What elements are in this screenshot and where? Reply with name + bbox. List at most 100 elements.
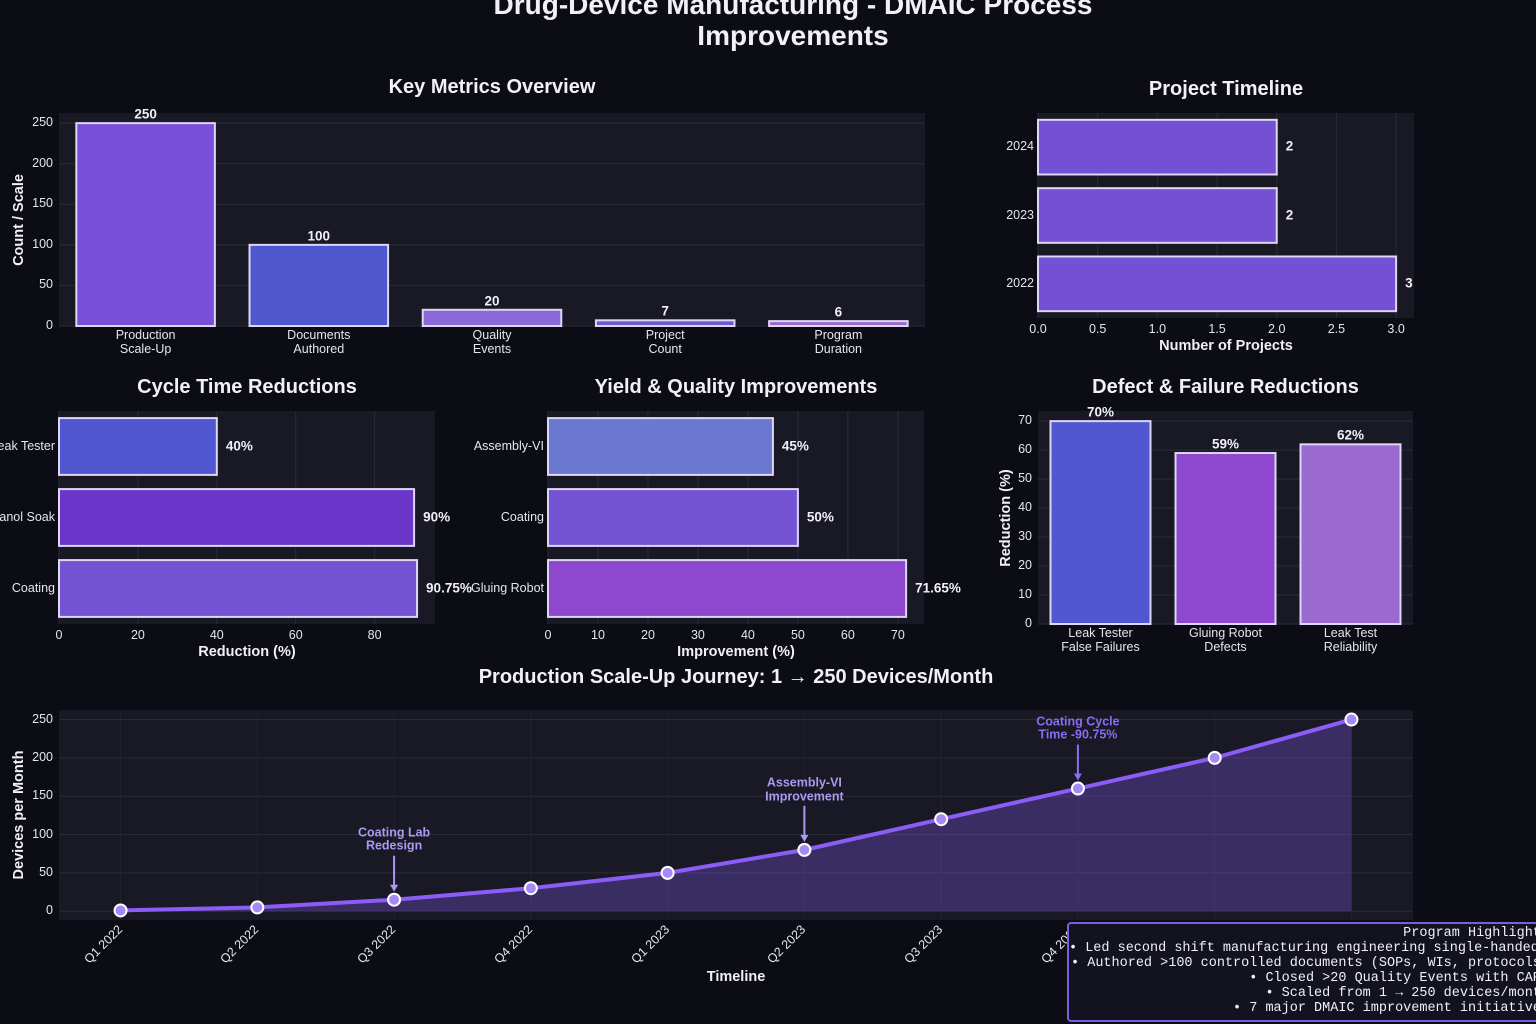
x-tick-label: Gluing Robot Defects [1189,626,1262,654]
highlight-line: • Closed >20 Quality Events with CAPA [1249,971,1536,986]
y-tick-label: 0 [46,903,53,918]
y-tick-label: 200 [32,750,53,764]
x-tick-label: 10 [591,628,605,643]
highlights-title: Program Highlights [1403,926,1536,941]
point [113,903,128,918]
value-label: 50% [806,509,834,525]
x-tick-label: 0 [55,628,63,643]
x-tick-label: 0.5 [1088,322,1107,337]
annotation: Coating Lab Redesign [357,824,431,853]
x-tick-label: 3.0 [1387,322,1405,337]
highlight-line: • Authored >100 controlled documents (SO… [1071,956,1536,971]
x-tick-label: 2.0 [1268,322,1286,337]
x-tick-label: 40 [209,628,224,643]
annotation-arrowhead [800,834,809,842]
chart-title: Cycle Time Reductions [137,376,357,398]
x-tick-label: 80 [367,628,382,643]
y-tick-label: 0 [1025,616,1032,631]
y-tick-label: 100 [32,236,53,251]
bar [248,243,390,328]
annotation: Coating Cycle Time -90.75% [1036,713,1120,742]
y-tick-label: Coating [500,509,544,524]
x-tick-label: 40 [740,628,755,643]
x-tick-label: 1.5 [1208,322,1226,337]
bar [75,122,216,328]
value-label: 59% [1211,436,1240,452]
bar [547,559,908,618]
x-axis-label: Reduction (%) [198,644,296,661]
x-tick-label: 20 [641,628,655,643]
y-tick-label: 250 [32,711,53,726]
y-tick-label: 70 [1018,413,1032,428]
x-axis-label: Improvement (%) [677,644,795,661]
value-label: 62% [1336,427,1365,443]
y-tick-label: 250 [32,115,53,130]
x-tick-label: Documents Authored [287,328,351,356]
highlights-box: Program Highlights • Led second shift ma… [1067,922,1536,1022]
line [120,717,1352,913]
chart-title: Key Metrics Overview [388,76,596,98]
bar [594,319,736,328]
point [387,892,402,907]
point [1070,781,1085,796]
x-axis-label: Number of Projects [1159,338,1293,355]
annotation: Assembly-VI Improvement [765,775,844,803]
y-tick-label: 50 [39,277,53,292]
value-label: 2 [1285,207,1294,223]
point [1207,750,1222,765]
x-tick-label: 60 [840,628,855,643]
y-tick-label: 100 [32,826,53,841]
point [1344,712,1359,727]
chart-title: Yield & Quality Improvements [594,376,878,398]
y-tick-label: 2023 [1006,207,1034,222]
y-tick-label: Coating [11,580,55,595]
value-label: 6 [834,304,843,320]
y-tick-label: Ethanol Soak [0,509,55,524]
y-tick-label: Assembly-VI [473,438,544,453]
area-fill [120,719,1352,912]
x-tick-label: 50 [790,628,805,643]
bar [1049,420,1152,625]
value-label: 71.65% [915,580,961,596]
point [250,900,265,915]
x-tick-label: 30 [690,628,705,643]
y-tick-label: Gluing Robot [471,580,544,595]
y-axis-label: Reduction (%) [998,468,1015,567]
annotation-arrowhead [390,884,399,892]
x-tick-label: Program Duration [814,328,863,356]
chart-title: Project Timeline [1148,78,1304,100]
bar [58,417,218,476]
value-label: 90.75% [426,580,472,596]
bar [547,488,799,547]
bar [1037,255,1398,313]
point [523,881,538,896]
x-tick-label: 1.0 [1148,322,1167,337]
x-tick-label: Leak Tester False Failures [1061,626,1140,654]
annotation-arrowhead [1073,773,1082,781]
x-tick-label: 60 [288,628,303,643]
y-axis-label: Devices per Month [11,750,28,880]
x-tick-label: Project Count [645,328,685,356]
value-label: 40% [225,438,253,454]
highlight-line: • Scaled from 1 → 250 devices/month [1265,986,1536,1001]
bar [421,308,563,327]
chart-title: Defect & Failure Reductions [1092,376,1359,398]
y-tick-label: 0 [46,318,53,333]
y-tick-label: 2024 [1006,139,1034,154]
y-tick-label: 50 [1018,471,1032,486]
bar [1299,443,1402,625]
x-tick-label: 20 [130,628,145,643]
y-tick-label: 10 [1018,587,1032,602]
bar [768,320,909,328]
x-tick-label: Production Scale-Up [115,328,176,356]
value-label: 3 [1405,275,1413,291]
value-label: 250 [134,106,157,122]
y-tick-label: 20 [1018,558,1032,573]
x-tick-label: 0 [544,628,552,643]
bar [1037,187,1278,244]
y-tick-label: Leak Tester [0,438,55,453]
y-axis-label: Count / Scale [11,173,28,266]
highlight-line: • 7 major DMAIC improvement initiatives [1233,1001,1536,1016]
